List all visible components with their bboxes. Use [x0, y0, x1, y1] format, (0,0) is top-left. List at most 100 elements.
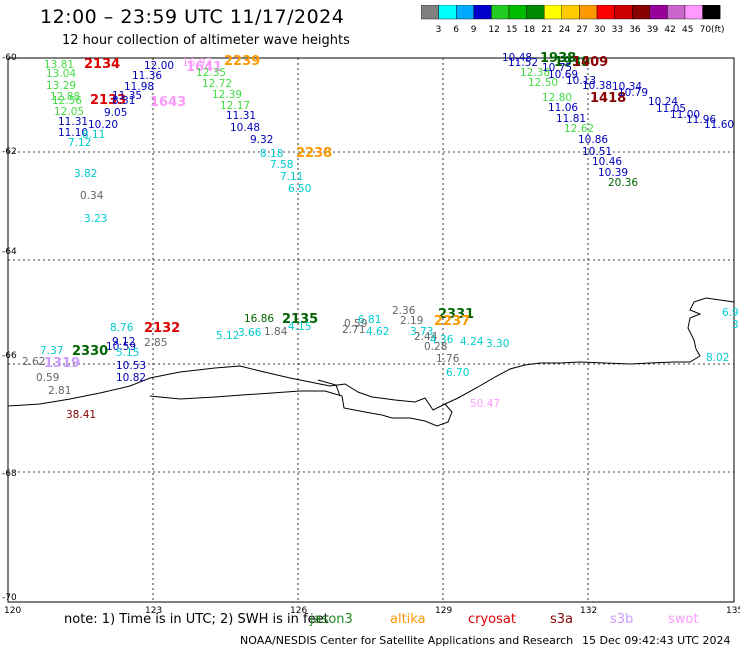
wave-height-label: 10.48	[230, 122, 260, 134]
wave-height-label: 10.39	[598, 167, 628, 179]
color-scale-bar: 3 6 9 12 15 18 21 24 27 30 33 36 39 42 45 70 (ft)	[421, 5, 725, 35]
map-title: 12:00 – 23:59 UTC 11/17/2024	[40, 6, 345, 28]
wave-height-label: 10.86	[578, 134, 608, 146]
wave-height-label: 6.81	[358, 314, 381, 326]
altimeter-labels: 213413.8113.0413.2912.8812.5612.05213311…	[22, 51, 739, 421]
color-scale-tick: 45	[682, 25, 693, 35]
wave-height-label: 0.28	[424, 341, 447, 353]
color-scale-tick: 33	[612, 25, 623, 35]
lon-tick-label: 123	[145, 606, 162, 616]
footer-credit: NOAA/NESDIS Center for Satellite Applica…	[240, 634, 574, 647]
wave-height-label: 12.05	[54, 106, 84, 118]
wave-height-label: 11.36	[132, 70, 162, 82]
pass-time-label: 1939	[554, 55, 590, 70]
mission-jason3: jason3	[310, 612, 353, 627]
wave-height-label: 10.79	[618, 87, 648, 99]
pass-time-label: 1643	[150, 95, 186, 110]
wave-height-label: 2.85	[144, 337, 167, 349]
wave-height-label: 10.34	[612, 81, 642, 93]
wave-height-label: 13.81	[44, 59, 74, 71]
longitude-axis: 120 123 126 129 132 135	[4, 606, 740, 616]
wave-height-label: 11.98	[124, 81, 154, 93]
wave-height-label: 10.24	[648, 96, 678, 108]
wave-height-label: 10.82	[116, 372, 146, 384]
wave-height-label: 11.00	[670, 109, 700, 121]
wave-height-label: 9.05	[104, 107, 127, 119]
wave-height-label: 11.81	[556, 113, 586, 125]
wave-height-label: 1.84	[264, 326, 288, 338]
mission-s3b: s3b	[610, 612, 634, 627]
wave-height-label: 11.96	[686, 114, 716, 126]
wave-height-label: 3.66	[238, 327, 262, 339]
map-frame	[7, 57, 735, 603]
pass-time-label: 2239	[224, 54, 260, 69]
wave-height-label: 8.76	[110, 322, 134, 334]
color-scale-tick: 27	[576, 25, 587, 35]
grid-lines	[8, 58, 734, 602]
wave-height-label: 7.11	[280, 171, 303, 183]
wave-height-label: 4.15	[288, 321, 311, 333]
wave-height-label: 3.30	[486, 338, 509, 350]
wave-height-label: 2.44	[414, 331, 438, 343]
wave-height-label: 11.52	[508, 57, 538, 69]
wave-height-label: 13.29	[46, 80, 76, 92]
wave-height-label: 20.36	[608, 177, 638, 189]
wave-height-label: 13.04	[46, 68, 76, 80]
wave-height-label: 11.60	[704, 119, 734, 131]
wave-height-label: 11.05	[656, 103, 686, 115]
color-scale-tick: 30	[594, 25, 606, 35]
wave-height-label: 10.59	[106, 341, 136, 353]
footer-note: note: 1) Time is in UTC; 2) SWH is in fe…	[64, 612, 329, 627]
lat-tick-label: -60	[2, 53, 17, 63]
lat-tick-label: -68	[2, 469, 17, 479]
wave-height-label: 12.17	[220, 100, 250, 112]
wave-height-label: 12.56	[52, 95, 82, 107]
wave-height-label: 0.34	[80, 190, 104, 202]
pass-time-label: 2135	[282, 312, 318, 327]
wave-height-label: 11.10	[58, 127, 88, 139]
wave-height-label: 10.13	[566, 75, 596, 87]
pass-time-label: 2330	[72, 344, 108, 359]
pass-time-label: 2331	[438, 307, 474, 322]
wave-height-label: 11.31	[58, 116, 88, 128]
color-scale-ticks: 3 6 9 12 15 18 21 24 27 30 33 36 39 42 45 70	[436, 25, 712, 35]
wave-height-label: 10.48	[502, 52, 532, 64]
wave-height-label: 11.31	[226, 110, 256, 122]
pass-time-label: 1418	[590, 91, 626, 106]
pass-time-label: 2237	[434, 314, 470, 329]
lat-tick-label: -70	[2, 593, 17, 603]
wave-height-label: 4.24	[460, 336, 484, 348]
wave-height-label: 7.37	[40, 345, 63, 357]
pass-time-label: 1938	[540, 51, 576, 66]
pass-time-label: 2132	[144, 321, 180, 336]
wave-height-label: 0.59	[344, 318, 367, 330]
lon-tick-label: 135	[726, 606, 740, 616]
color-scale-swatches	[421, 5, 721, 20]
lat-tick-label: -66	[2, 351, 17, 361]
wave-height-label: 11.35	[112, 90, 142, 102]
wave-height-label: 12.39	[212, 89, 242, 101]
color-scale-tick: 36	[629, 25, 641, 35]
latitude-axis: -60 -62 -64 -66 -68 -70	[2, 53, 17, 603]
color-scale-swatch	[702, 5, 721, 20]
color-scale-tick: 18	[524, 25, 536, 35]
wave-height-label: 7.58	[270, 159, 293, 171]
color-scale-unit: (ft)	[711, 25, 725, 35]
color-scale-tick: 6	[453, 25, 459, 35]
color-scale-tick: 21	[541, 25, 552, 35]
pass-time-label: 1409	[572, 55, 608, 70]
wave-height-label: 3.23	[84, 213, 107, 225]
wave-height-label: 3	[732, 319, 739, 331]
wave-height-label: 10.51	[582, 146, 612, 158]
color-scale-tick: 42	[664, 25, 675, 35]
wave-height-label: 3.82	[74, 168, 97, 180]
wave-height-label: 7.12	[68, 137, 91, 149]
wave-height-label: 8.18	[260, 148, 283, 160]
wave-height-label: 12.35	[196, 67, 226, 79]
wave-height-label: 2.36	[392, 305, 416, 317]
lon-tick-label: 132	[580, 606, 597, 616]
lon-tick-label: 126	[290, 606, 307, 616]
wave-height-label: 10.46	[592, 156, 622, 168]
wave-height-label: 50.47	[470, 398, 500, 410]
color-scale-tick: 39	[647, 25, 659, 35]
